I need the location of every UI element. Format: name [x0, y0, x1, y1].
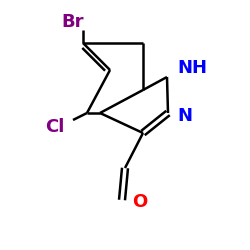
Text: N: N: [178, 107, 192, 125]
Text: Cl: Cl: [45, 118, 65, 136]
Text: NH: NH: [177, 59, 207, 77]
Text: O: O: [132, 193, 148, 211]
Text: Br: Br: [62, 13, 84, 31]
